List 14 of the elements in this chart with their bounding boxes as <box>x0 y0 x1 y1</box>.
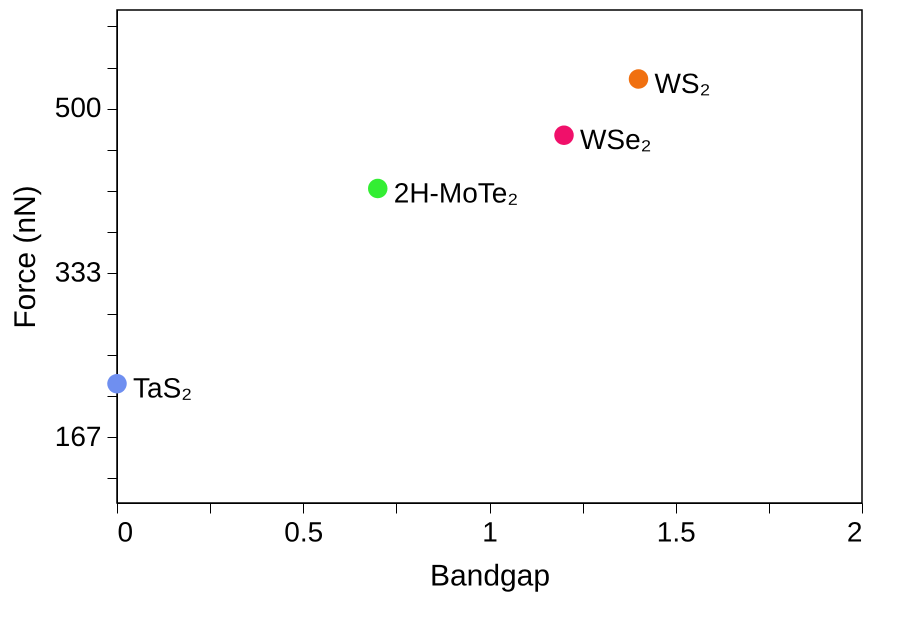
y-tick-label: 500 <box>54 92 102 124</box>
y-tick-label: 167 <box>54 420 102 452</box>
x-tick-label: 0 <box>118 516 134 548</box>
x-tick-label: 2 <box>846 516 862 548</box>
x-tick-label: 1 <box>482 516 498 548</box>
y-tick-label: 333 <box>54 256 102 288</box>
series-label: WS₂ <box>654 68 710 100</box>
x-tick-label: 1.5 <box>656 516 696 548</box>
series-label: WSe₂ <box>580 124 652 156</box>
series-label: TaS₂ <box>133 372 192 404</box>
x-axis-title: Bandgap <box>430 560 550 592</box>
y-axis-title: Force (nN) <box>8 185 42 329</box>
series-label: 2H-MoTe₂ <box>394 177 518 208</box>
x-tick-label: 0.5 <box>284 516 324 548</box>
